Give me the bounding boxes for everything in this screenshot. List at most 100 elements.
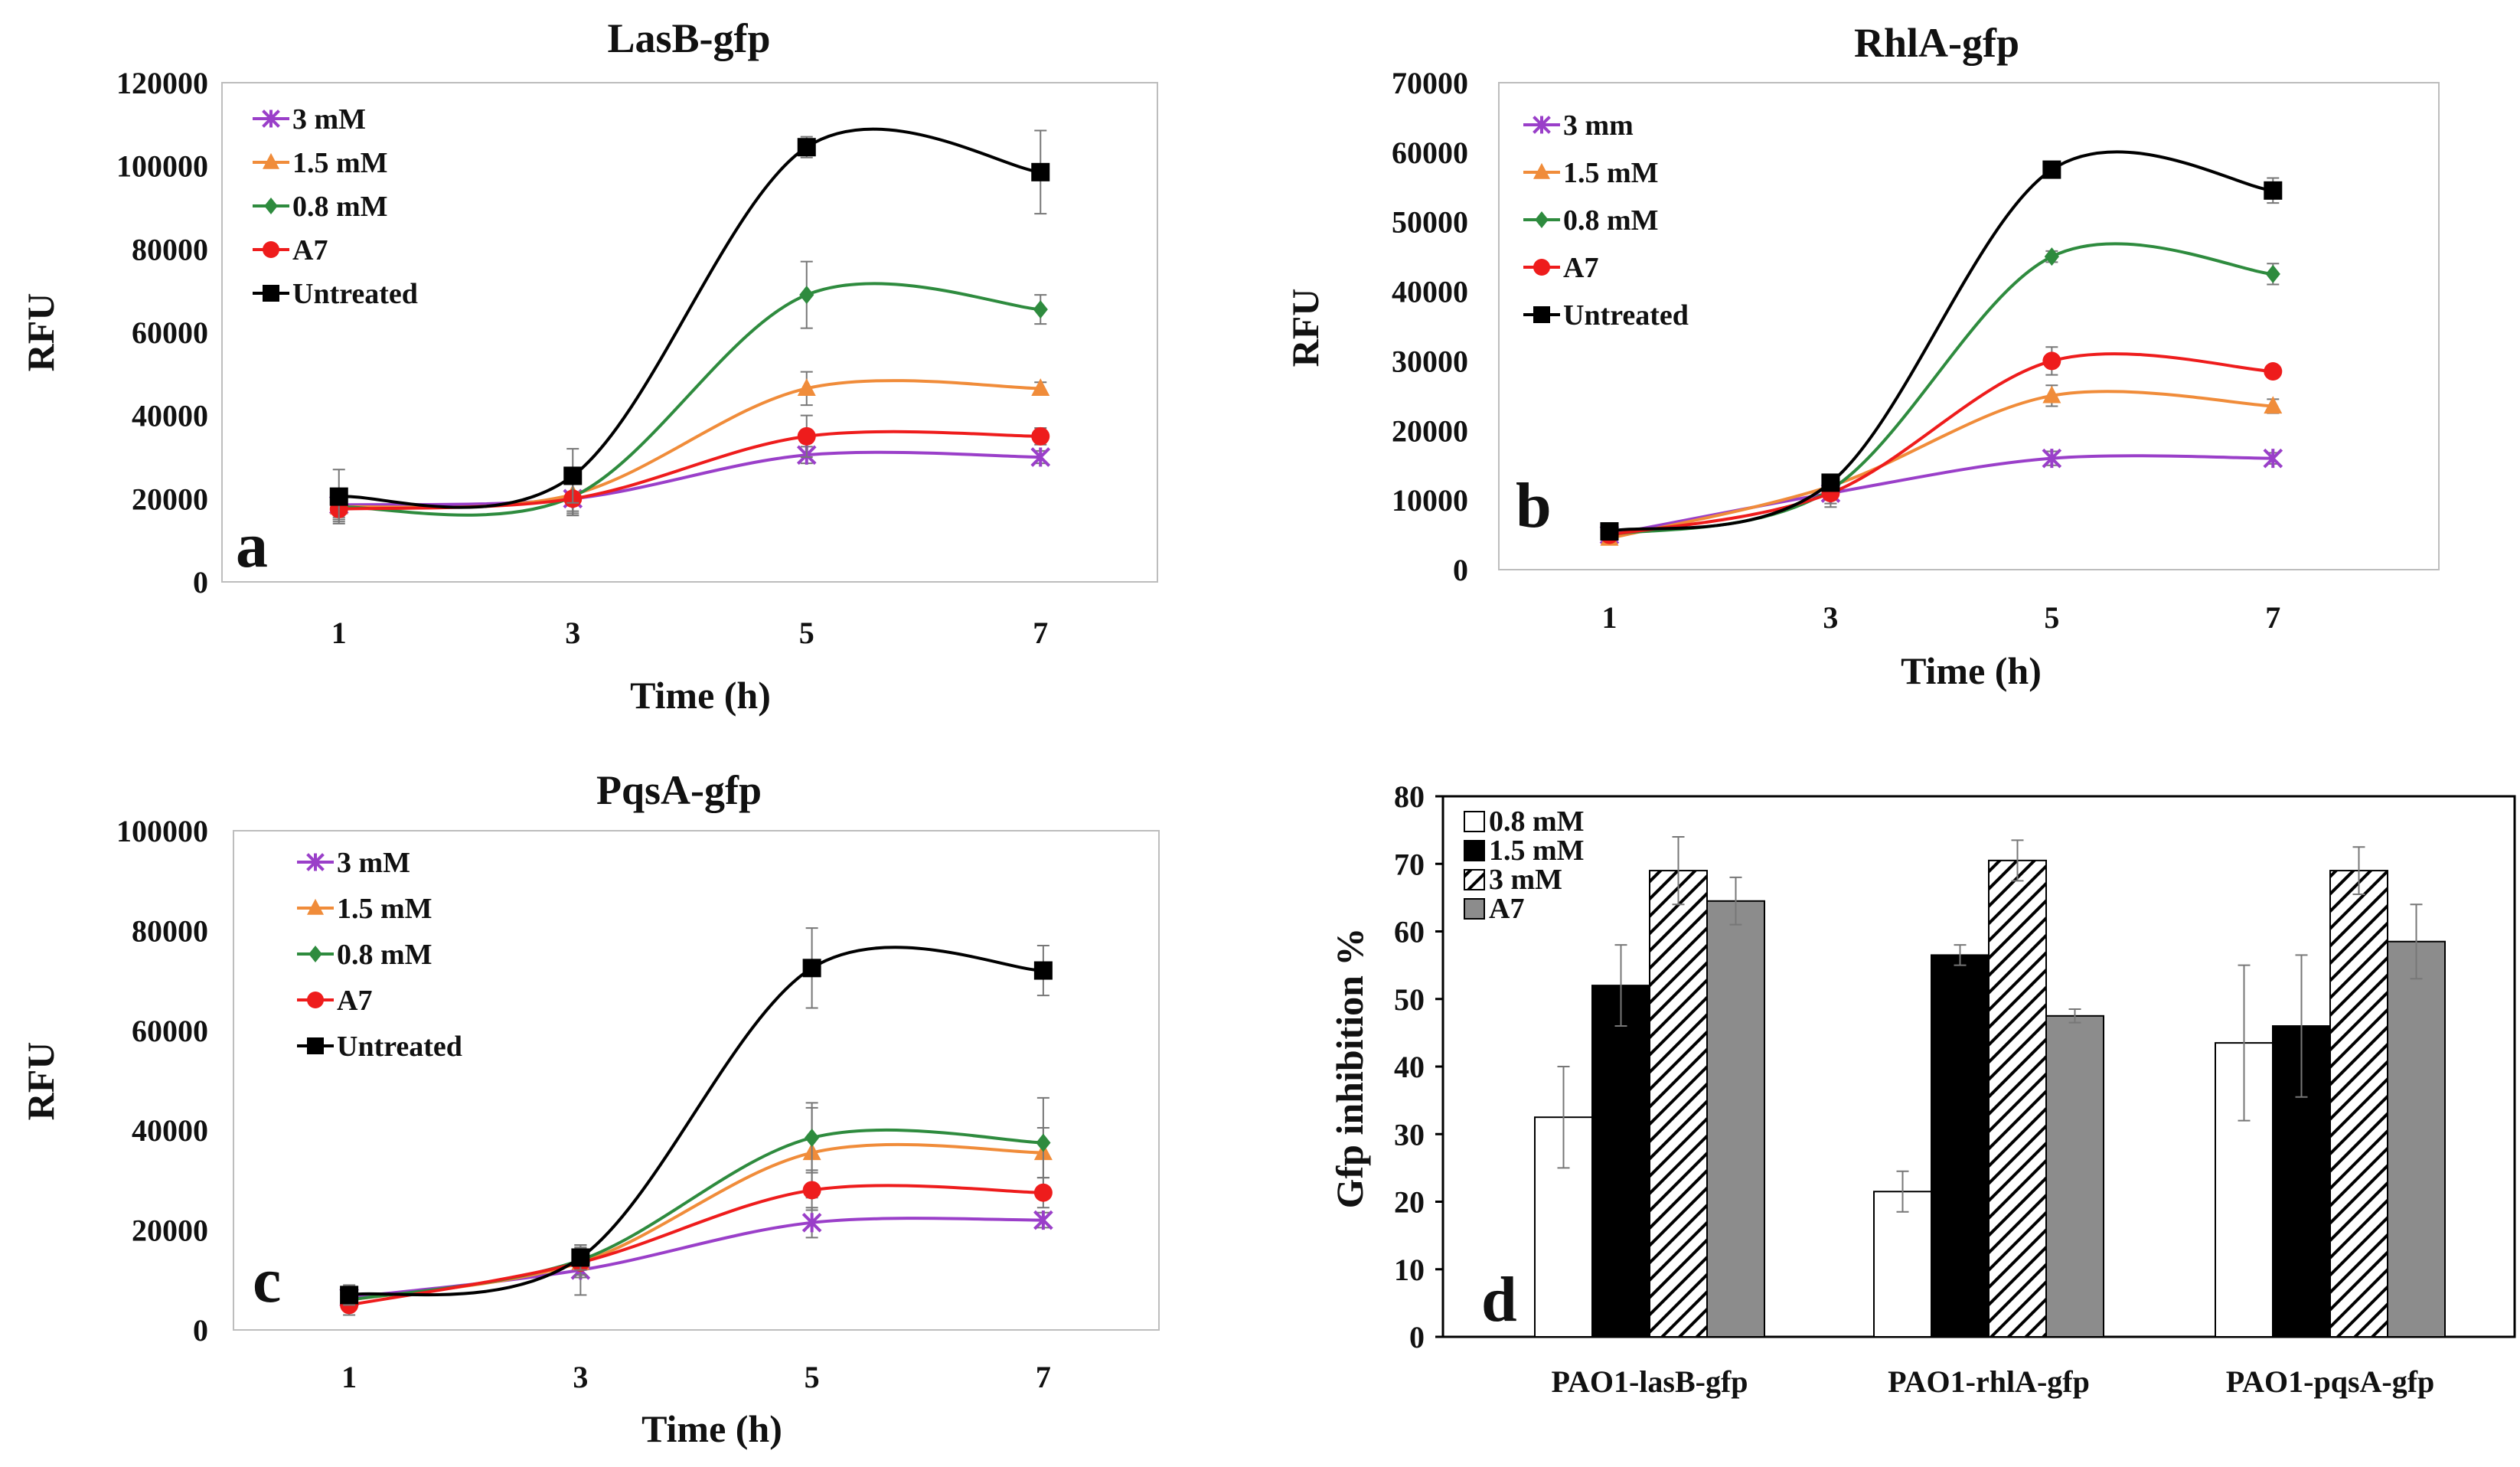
series-1-5-mm (340, 1106, 1053, 1311)
legend-marker-1-5-mm (1533, 162, 1550, 179)
data-point-a7 (2042, 351, 2061, 371)
series-0-8-mm (1534, 964, 2274, 1338)
legend-swatch-3-mm (1464, 869, 1485, 890)
series-line-0-8-mm (1609, 242, 2274, 537)
bar (1988, 859, 2047, 1338)
error-bar (1896, 1170, 1909, 1213)
x-tick-label: 3 (573, 1360, 588, 1394)
error-bar (2238, 964, 2251, 1122)
x-tick-label: 7 (1036, 1360, 1051, 1394)
y-tick-label: 60000 (1392, 136, 1468, 170)
series-0-8-mm (1601, 242, 2280, 544)
series-line-a7 (338, 430, 1041, 511)
y-tick-label: 40000 (1392, 275, 1468, 309)
legend-label: A7 (292, 234, 328, 266)
y-tick-label: 20000 (132, 482, 208, 516)
data-point-0-8-mm (2044, 247, 2059, 266)
legend-label: 3 mm (1563, 109, 1634, 142)
data-point-1-5-mm (797, 378, 816, 396)
legend-label: 1.5 mM (1489, 835, 1585, 867)
y-tick-label: 60000 (132, 315, 208, 350)
data-point-0-8-mm (2265, 264, 2280, 283)
y-axis-label: RFU (19, 1042, 62, 1121)
legend-label: 1.5 mM (337, 893, 433, 925)
y-tick-label: 0 (193, 565, 208, 600)
data-point-0-8-mm (805, 1128, 820, 1147)
legend-marker-0-8-mm (308, 946, 322, 962)
chart-panel-d: Gfp inhibition % d 0 10 20 30 40 50 60 70 80 PAO1-l… (1328, 779, 2516, 1399)
data-point-untreated (2264, 181, 2283, 200)
y-axis-label: RFU (19, 293, 62, 372)
legend-swatch-1-5-mm (1464, 840, 1485, 861)
data-point-3-mm (1030, 447, 1051, 467)
series-3-mm (1649, 835, 2388, 1338)
series-untreated (1600, 150, 2283, 541)
data-point-0-8-mm (799, 286, 814, 305)
y-tick-label: 70000 (1392, 66, 1468, 100)
bar (2045, 1014, 2104, 1338)
category-label: PAO1-rhlA-gfp (1888, 1364, 2090, 1399)
data-point-untreated (340, 1286, 359, 1305)
x-axis-label: Time (h) (630, 674, 771, 717)
legend-marker-a7 (307, 992, 324, 1008)
series-1-5-mm (1591, 944, 2331, 1338)
x-tick-label: 3 (1823, 600, 1838, 635)
series-line-untreated (348, 946, 1043, 1297)
y-tick-label: 0 (193, 1313, 208, 1348)
x-tick-label: 1 (341, 1360, 357, 1394)
data-point-untreated (1031, 162, 1050, 181)
data-point-untreated (797, 138, 816, 157)
series-untreated (329, 127, 1050, 524)
bar (1931, 954, 1990, 1338)
data-point-untreated (571, 1248, 590, 1267)
error-bar (2352, 846, 2365, 895)
chart-panel-b: RhlA-gfp Time (h) RFU b 0 10000 20000 30000 4000… (1284, 20, 2440, 692)
x-tick-label: 5 (805, 1360, 820, 1394)
data-point-untreated (563, 466, 583, 485)
data-point-a7 (2264, 362, 2283, 381)
category-label: PAO1-lasB-gfp (1551, 1364, 1748, 1399)
series-line-1-5-mm (338, 379, 1041, 509)
legend-label: 0.8 mM (292, 191, 388, 223)
legend-marker-untreated (1533, 306, 1550, 323)
legend-marker-untreated (307, 1037, 324, 1054)
legend: 3 mm 1.5 mM 0.8 mM A7 Untreated (1523, 109, 1689, 332)
bar (1706, 900, 1765, 1338)
panel-label: b (1516, 470, 1552, 541)
y-tick-label: 100000 (116, 149, 208, 184)
plot-area (233, 830, 1160, 1331)
legend-swatch-0-8-mm (1464, 811, 1485, 832)
legend-label: 0.8 mM (1563, 204, 1659, 237)
error-bar (1729, 876, 1742, 926)
y-tick-label: 20000 (1392, 413, 1468, 448)
panel-label: c (253, 1245, 281, 1316)
panel-label: a (236, 510, 268, 581)
legend-marker-a7 (1533, 259, 1550, 276)
data-point-1-5-mm (2264, 396, 2283, 414)
series-0-8-mm (331, 260, 1048, 521)
data-point-1-5-mm (2042, 385, 2061, 404)
y-tick-label: 20 (1394, 1185, 1425, 1220)
y-tick-label: 80 (1394, 779, 1425, 814)
data-point-untreated (1821, 473, 1840, 492)
y-tick-label: 80000 (132, 913, 208, 948)
x-tick-label: 5 (2044, 600, 2059, 635)
data-point-3-mm (801, 1213, 822, 1233)
x-tick-label: 1 (1601, 600, 1617, 635)
panel-label: d (1481, 1264, 1517, 1335)
legend-label: 3 mM (337, 847, 410, 879)
chart-panel-a: LasB-gfp Time (h) RFU a0 20000 40000 60000 8000… (19, 15, 1158, 717)
y-tick-label: 100000 (116, 814, 208, 848)
data-point-untreated (1033, 961, 1053, 980)
series-line-untreated (1609, 150, 2274, 533)
y-tick-label: 30 (1394, 1117, 1425, 1152)
legend-label: 3 mM (1489, 864, 1562, 896)
legend-marker-3-mm (306, 853, 325, 871)
bar (1649, 870, 1708, 1338)
data-point-0-8-mm (1033, 300, 1048, 319)
data-point-a7 (1031, 426, 1050, 446)
plot-area (221, 82, 1158, 583)
legend-label: Untreated (292, 278, 418, 310)
